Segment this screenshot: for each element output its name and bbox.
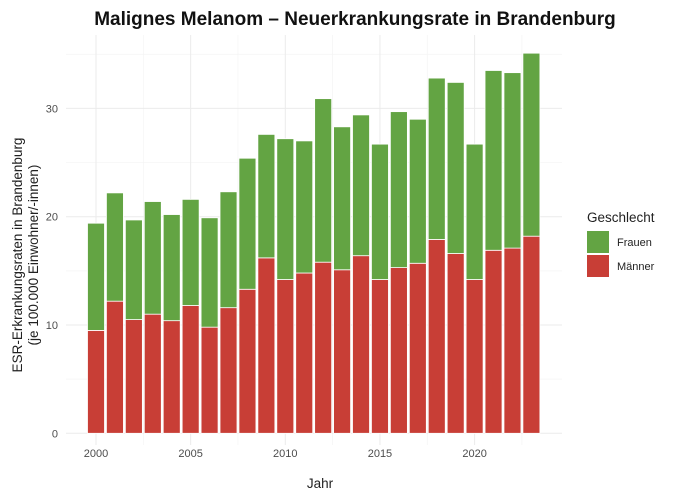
bar-frauen-2019 xyxy=(446,82,465,254)
bar-maenner-2004 xyxy=(162,320,181,434)
bar-maenner-2002 xyxy=(124,319,143,434)
bar-frauen-2004 xyxy=(162,214,181,322)
bar-frauen-2011 xyxy=(295,140,314,274)
bar-maenner-2003 xyxy=(143,313,162,434)
y-tick-label: 30 xyxy=(46,103,58,115)
bar-frauen-2010 xyxy=(276,138,295,280)
bar-maenner-2020 xyxy=(465,279,484,434)
bar-maenner-2022 xyxy=(503,247,522,434)
bar-maenner-2010 xyxy=(276,279,295,434)
x-tick-labels: 2000 2005 2010 2015 2020 xyxy=(84,448,487,460)
bar-maenner-2014 xyxy=(352,255,370,434)
bar-frauen-2017 xyxy=(408,118,427,264)
bar-maenner-2008 xyxy=(238,288,257,434)
bar-frauen-2015 xyxy=(371,143,389,280)
bar-frauen-2023 xyxy=(522,52,541,237)
y-tick-label: 0 xyxy=(52,428,58,440)
bar-frauen-2007 xyxy=(219,191,238,309)
bar-frauen-2020 xyxy=(465,143,484,280)
bar-frauen-2005 xyxy=(181,198,200,306)
bar-maenner-2021 xyxy=(484,249,503,434)
x-tick-label: 2020 xyxy=(462,448,486,460)
bar-maenner-2019 xyxy=(446,253,465,434)
bar-maenner-2009 xyxy=(257,257,276,434)
y-tick-labels: 0 10 20 30 xyxy=(46,103,58,440)
bar-maenner-2012 xyxy=(314,261,333,434)
legend: Geschlecht Frauen Männer xyxy=(587,210,655,277)
y-tick-label: 10 xyxy=(46,320,58,332)
chart-title: Malignes Melanom – Neuerkrankungsrate in… xyxy=(94,9,616,30)
x-axis-title: Jahr xyxy=(307,476,334,491)
legend-label-frauen: Frauen xyxy=(617,237,652,249)
bar-maenner-2016 xyxy=(389,267,408,434)
bar-maenner-2011 xyxy=(295,272,314,434)
x-tick-label: 2015 xyxy=(368,448,392,460)
bar-maenner-2007 xyxy=(219,307,238,434)
bar-frauen-2001 xyxy=(106,192,124,302)
legend-title: Geschlecht xyxy=(587,210,655,225)
bar-frauen-2012 xyxy=(314,98,333,263)
bar-maenner-2013 xyxy=(333,269,351,434)
bar-maenner-2005 xyxy=(181,305,200,434)
bar-maenner-2015 xyxy=(371,279,389,434)
bar-frauen-2021 xyxy=(484,70,503,251)
bar-maenner-2018 xyxy=(427,239,446,434)
bar-frauen-2022 xyxy=(503,72,522,249)
bar-frauen-2008 xyxy=(238,157,257,290)
bar-frauen-2003 xyxy=(143,201,162,315)
y-axis-title-line1: ESR-Erkrankungsraten in Brandenburg xyxy=(10,138,25,373)
bar-frauen-2018 xyxy=(427,77,446,240)
x-tick-label: 2010 xyxy=(273,448,297,460)
bar-maenner-2017 xyxy=(408,262,427,434)
bar-maenner-2001 xyxy=(106,300,124,434)
bars xyxy=(87,52,541,434)
y-axis-title-line2: (je 100.000 Einwohner/-innen) xyxy=(26,165,41,346)
bar-maenner-2000 xyxy=(87,330,105,434)
bar-maenner-2006 xyxy=(200,326,219,434)
bar-frauen-2006 xyxy=(200,217,219,328)
legend-swatch-frauen xyxy=(587,231,609,253)
legend-swatch-maenner xyxy=(587,255,609,277)
x-tick-label: 2000 xyxy=(84,448,108,460)
bar-frauen-2000 xyxy=(87,222,105,331)
x-tick-label: 2005 xyxy=(178,448,202,460)
bar-frauen-2014 xyxy=(352,114,370,257)
bar-frauen-2009 xyxy=(257,133,276,259)
legend-label-maenner: Männer xyxy=(617,261,655,273)
bar-frauen-2013 xyxy=(333,126,351,271)
bar-maenner-2023 xyxy=(522,235,541,434)
bar-frauen-2016 xyxy=(389,111,408,269)
y-tick-label: 20 xyxy=(46,212,58,224)
bar-frauen-2002 xyxy=(124,219,143,320)
